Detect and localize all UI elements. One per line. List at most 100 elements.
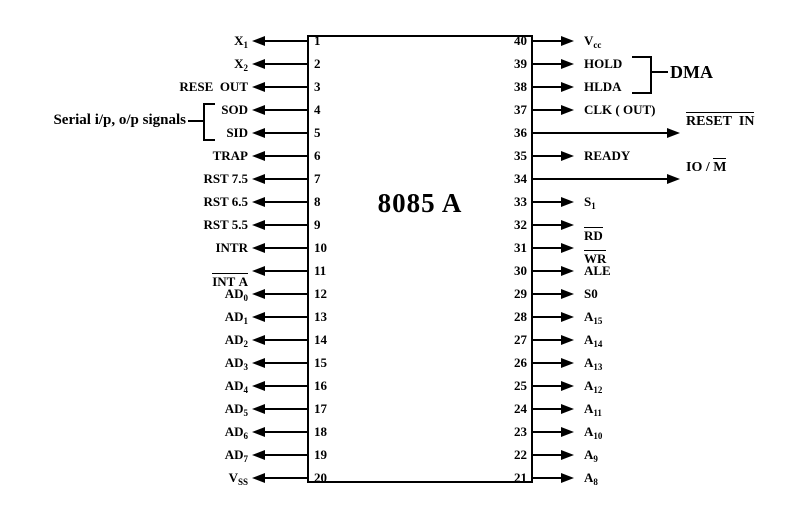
pin-label: READY [584,147,630,165]
pin-label: A10 [584,423,602,441]
pin-line [265,385,307,387]
right-arrowhead-icon [561,450,574,460]
pin-label: VSS [229,469,248,487]
pin-label: HLDA [584,78,622,96]
pin-label-text: INTR [215,240,248,255]
pin-line [265,155,307,157]
left-arrowhead-icon [252,197,265,207]
pin-number: 31 [514,240,527,255]
pin-line [531,339,562,341]
pin-number: 22 [514,447,527,462]
pin-label-overlined: M [713,158,727,175]
pin-number: 38 [514,79,527,94]
pin-label-subscript: 0 [243,293,249,303]
pin-label-text: S [584,194,592,209]
dma-connector-line [650,71,668,73]
pin-label-text: AD [224,424,244,439]
pin-line [531,270,562,272]
pin-label: AD4 [225,377,248,395]
dma-group-bracket [632,56,652,94]
pin-number: 35 [514,148,527,163]
pin-label: INT A [212,273,248,291]
pin-label-text: A [584,332,594,347]
right-arrowhead-icon [561,82,574,92]
pin-label-text: AD [224,286,244,301]
pin-label: WR [584,250,607,268]
pin-number: 27 [514,332,527,347]
left-arrowhead-icon [252,151,265,161]
pin-number: 4 [314,102,321,117]
pin-line [531,63,562,65]
pin-label-text: IO / [686,160,714,175]
pin-label-subscript: 1 [591,201,596,211]
pin-label-text: V [584,33,594,48]
pin-label: CLK ( OUT) [584,101,656,119]
left-arrowhead-icon [252,128,265,138]
pin-label: AD3 [225,354,248,372]
pin-label-text: A [584,378,594,393]
right-arrowhead-icon [561,220,574,230]
pin-label: A8 [584,469,598,487]
right-arrowhead-icon [561,197,574,207]
chip-title: 8085 A [377,188,463,218]
pin-line [265,201,307,203]
pin-label: TRAP [213,147,248,165]
pin-number: 3 [314,79,321,94]
pin-label-subscript: 9 [593,454,598,464]
pin-number: 18 [314,424,327,439]
left-arrowhead-icon [252,82,265,92]
right-arrowhead-icon [561,289,574,299]
pin-label: AD2 [225,331,248,349]
pin-label-subscript: 7 [243,454,249,464]
pin-label: S1 [584,193,596,211]
pin-line [265,339,307,341]
right-arrowhead-icon [561,404,574,414]
pin-label-text: RST 6.5 [203,194,248,209]
pin-label: RST 5.5 [203,216,248,234]
pin-number: 1 [314,33,321,48]
pin-label-subscript: 11 [593,408,602,418]
pin-label: RESET IN [686,112,755,130]
left-arrowhead-icon [252,450,265,460]
pin-line [531,293,562,295]
pin-label-text: A [584,401,594,416]
pin-number: 25 [514,378,527,393]
pin-line [531,477,562,479]
pin-number: 10 [314,240,327,255]
pin-line [531,247,562,249]
pin-label-text: AD [224,332,244,347]
pin-label-text: CLK ( OUT) [584,102,656,117]
pin-number: 19 [314,447,327,462]
pin-line [531,385,562,387]
pin-number: 29 [514,286,527,301]
left-arrowhead-icon [252,312,265,322]
pin-label-text: AD [224,401,244,416]
pin-number: 24 [514,401,527,416]
pin-label-text: V [228,470,238,485]
pin-number: 9 [314,217,321,232]
pin-label-subscript: 12 [593,385,603,395]
pin-number: 37 [514,102,527,117]
pin-line [531,316,562,318]
pin-line [265,224,307,226]
pin-number: 32 [514,217,527,232]
pin-number: 21 [514,470,527,485]
pin-number: 33 [514,194,527,209]
left-arrowhead-icon [252,427,265,437]
left-arrowhead-icon [252,473,265,483]
